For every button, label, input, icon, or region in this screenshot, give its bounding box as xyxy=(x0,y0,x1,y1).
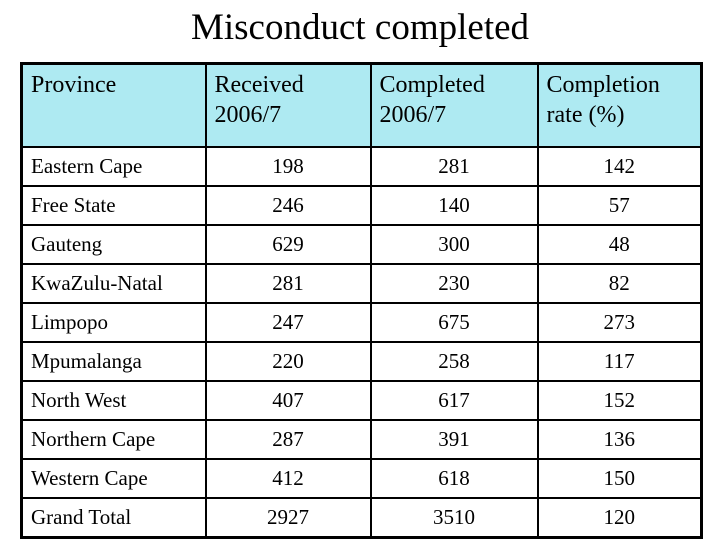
cell-province: Grand Total xyxy=(20,497,207,539)
cell-received: 2927 xyxy=(204,497,372,539)
cell-rate: 152 xyxy=(536,380,703,421)
table-header-row: Province Received 2006/7 Completed 2006/… xyxy=(20,62,703,148)
cell-rate: 117 xyxy=(536,341,703,382)
table-row: Northern Cape 287 391 136 xyxy=(20,419,703,460)
cell-completed: 281 xyxy=(369,146,539,187)
cell-province: Eastern Cape xyxy=(20,146,207,187)
cell-received: 287 xyxy=(204,419,372,460)
column-header-completion-rate: Completion rate (%) xyxy=(536,62,703,148)
cell-province: Free State xyxy=(20,185,207,226)
cell-rate: 142 xyxy=(536,146,703,187)
cell-province: Western Cape xyxy=(20,458,207,499)
cell-completed: 258 xyxy=(369,341,539,382)
cell-province: Northern Cape xyxy=(20,419,207,460)
cell-rate: 57 xyxy=(536,185,703,226)
table-row: Gauteng 629 300 48 xyxy=(20,224,703,265)
cell-received: 281 xyxy=(204,263,372,304)
cell-completed: 140 xyxy=(369,185,539,226)
cell-province: Gauteng xyxy=(20,224,207,265)
cell-received: 412 xyxy=(204,458,372,499)
table-row: Eastern Cape 198 281 142 xyxy=(20,146,703,187)
misconduct-table: Province Received 2006/7 Completed 2006/… xyxy=(20,62,703,539)
cell-rate: 120 xyxy=(536,497,703,539)
table-row: North West 407 617 152 xyxy=(20,380,703,421)
cell-completed: 618 xyxy=(369,458,539,499)
cell-province: Mpumalanga xyxy=(20,341,207,382)
cell-completed: 675 xyxy=(369,302,539,343)
cell-rate: 82 xyxy=(536,263,703,304)
cell-rate: 150 xyxy=(536,458,703,499)
cell-completed: 230 xyxy=(369,263,539,304)
cell-province: Limpopo xyxy=(20,302,207,343)
cell-rate: 136 xyxy=(536,419,703,460)
table-row: Mpumalanga 220 258 117 xyxy=(20,341,703,382)
cell-received: 198 xyxy=(204,146,372,187)
cell-completed: 3510 xyxy=(369,497,539,539)
cell-received: 407 xyxy=(204,380,372,421)
cell-received: 629 xyxy=(204,224,372,265)
cell-province: North West xyxy=(20,380,207,421)
cell-rate: 273 xyxy=(536,302,703,343)
cell-rate: 48 xyxy=(536,224,703,265)
table-row-grand-total: Grand Total 2927 3510 120 xyxy=(20,497,703,539)
column-header-completed: Completed 2006/7 xyxy=(369,62,539,148)
cell-province: KwaZulu-Natal xyxy=(20,263,207,304)
column-header-province: Province xyxy=(20,62,207,148)
table-row: Free State 246 140 57 xyxy=(20,185,703,226)
cell-received: 220 xyxy=(204,341,372,382)
cell-completed: 617 xyxy=(369,380,539,421)
column-header-received: Received 2006/7 xyxy=(204,62,372,148)
table-row: Limpopo 247 675 273 xyxy=(20,302,703,343)
cell-received: 247 xyxy=(204,302,372,343)
table-row: Western Cape 412 618 150 xyxy=(20,458,703,499)
cell-completed: 391 xyxy=(369,419,539,460)
slide-title: Misconduct completed xyxy=(190,7,530,48)
table-row: KwaZulu-Natal 281 230 82 xyxy=(20,263,703,304)
cell-completed: 300 xyxy=(369,224,539,265)
cell-received: 246 xyxy=(204,185,372,226)
